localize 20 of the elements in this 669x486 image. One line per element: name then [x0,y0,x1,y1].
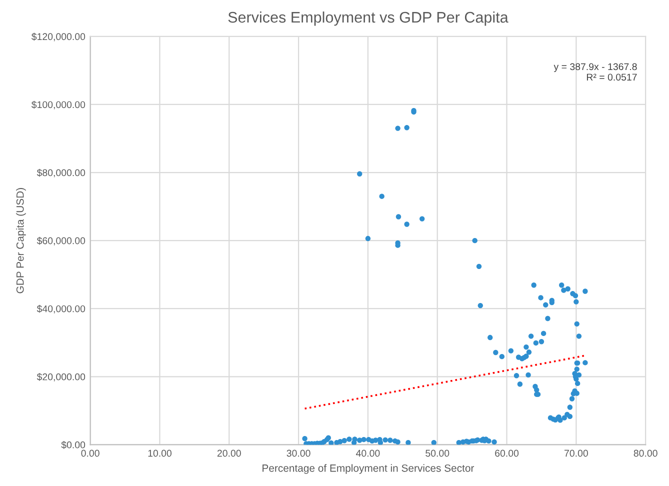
x-axis-title: Percentage of Employment in Services Sector [262,464,474,474]
y-tick-label: $40,000.00 [36,304,86,314]
y-tick-label: $20,000.00 [36,372,86,382]
x-tick-label: 10.00 [148,450,172,457]
x-tick-label: 70.00 [564,450,588,457]
chart-title: Services Employment vs GDP Per Capita [228,11,508,26]
y-axis-title: GDP Per Capita (USD) [16,188,26,294]
y-tick-label: $0.00 [61,441,86,449]
x-tick-label: 0.00 [81,450,100,457]
x-tick-label: 80.00 [634,450,658,457]
y-tick-label: $80,000.00 [36,168,86,178]
x-tick-label: 60.00 [495,450,519,457]
y-tick-label: $60,000.00 [36,236,86,246]
y-tick-label: $120,000.00 [32,32,86,42]
x-tick-label: 20.00 [217,450,241,457]
x-tick-label: 30.00 [286,450,310,457]
y-tick-label: $100,000.00 [32,100,86,110]
annotation: y = 387.9x - 1367.8 R² = 0.0517 [554,63,637,81]
x-tick-label: 40.00 [356,450,380,457]
x-tick-label: 50.00 [426,450,450,457]
